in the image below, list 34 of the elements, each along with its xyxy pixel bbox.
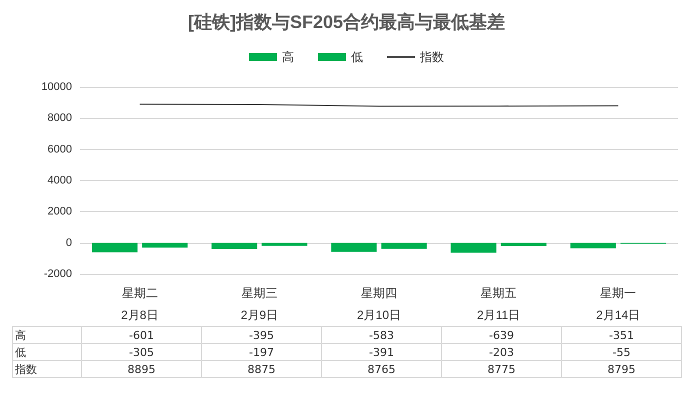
y-tick-label: 6000 (48, 143, 72, 156)
text: 高 (15, 328, 26, 342)
x-tick-label: 星期三 2月9日 (240, 286, 278, 322)
data-label: 8775 (442, 360, 562, 378)
x-tick-label: 星期四 2月10日 (356, 286, 402, 322)
data-label: -351 (562, 326, 682, 344)
y-tick-label: 8000 (48, 112, 72, 124)
legend-label: 低 (351, 50, 363, 64)
data-label: -197 (202, 344, 322, 360)
legend-label: 高 (282, 50, 294, 64)
data-label: 8895 (82, 360, 202, 378)
y-tick-label: 10000 (41, 81, 72, 93)
x-tick-label: 星期一 2月14日 (596, 286, 640, 322)
data-label: -55 (562, 344, 682, 360)
legend-label: 指数 (419, 50, 444, 64)
y-tick-label: 4000 (48, 174, 72, 186)
data-label: 8875 (202, 360, 322, 378)
data-label: -583 (322, 326, 442, 344)
data-label: -639 (442, 326, 562, 344)
chart-title: [硅铁]指数与SF205合约最高与最低基差 (188, 12, 506, 32)
data-label: -305 (82, 344, 202, 360)
x-tick-label: 星期五 2月11日 (477, 286, 520, 322)
x-tick-label: 星期二 2月8日 (121, 286, 158, 322)
data-label: -395 (202, 326, 322, 344)
text: 指数 (15, 362, 37, 376)
data-label: 8795 (562, 360, 682, 378)
data-label: -203 (442, 344, 562, 360)
y-tick-label: 2000 (48, 206, 72, 218)
y-tick-label: -2000 (44, 268, 72, 280)
text: 低 (15, 346, 26, 358)
y-tick-label: 0 (66, 236, 72, 249)
data-label: 8765 (322, 360, 442, 378)
data-label: -391 (322, 344, 442, 360)
data-label: -601 (82, 326, 202, 344)
